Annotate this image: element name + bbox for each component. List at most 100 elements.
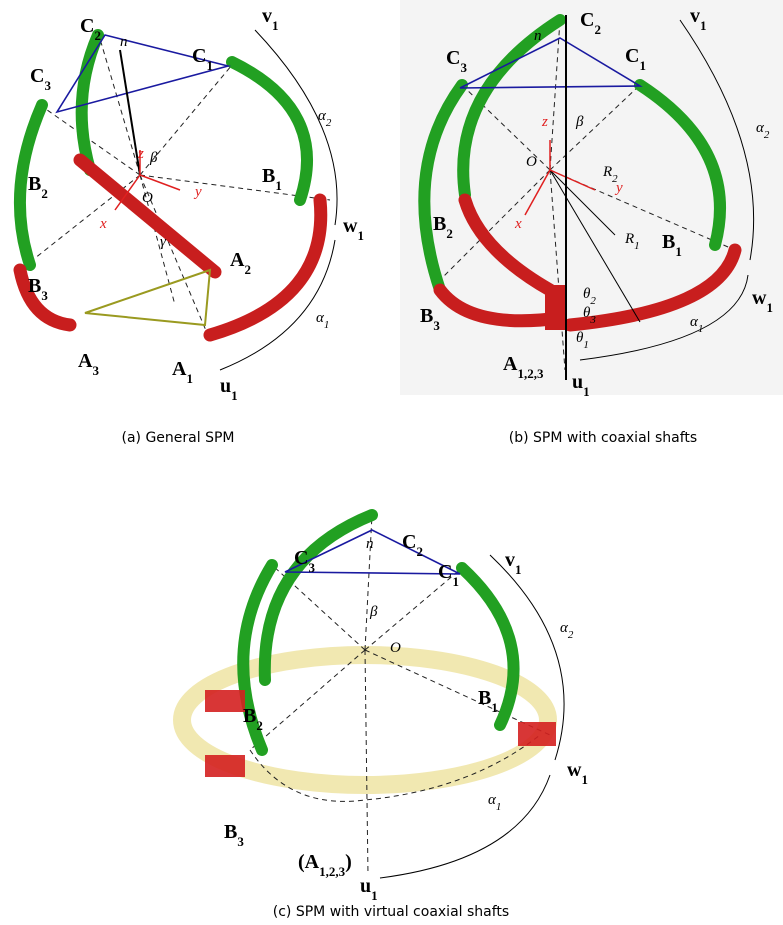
- point-label: γ: [160, 234, 167, 250]
- label-part: 3: [237, 834, 244, 849]
- label-part: z: [541, 114, 548, 130]
- label-part: 1: [698, 323, 704, 335]
- point-label: C1: [625, 45, 646, 73]
- point-label: α1: [488, 792, 501, 813]
- label-part: θ: [576, 330, 584, 346]
- label-part: B: [262, 165, 275, 187]
- label-part: C: [625, 45, 639, 67]
- label-part: O: [390, 640, 401, 656]
- label-part: u: [360, 875, 371, 897]
- point-label: B1: [478, 687, 498, 715]
- point-label: C3: [446, 47, 467, 75]
- panel-a-drawing: [13, 29, 338, 371]
- label-part: θ: [583, 286, 591, 302]
- label-part: R: [624, 231, 634, 247]
- label-part: 1: [452, 574, 459, 589]
- point-label: z: [137, 146, 144, 162]
- point-label: β: [149, 150, 158, 166]
- point-label: C3: [30, 65, 51, 93]
- label-part: 3: [433, 318, 440, 333]
- point-label: α1: [316, 310, 329, 331]
- point-label: A3: [78, 350, 99, 378]
- point-label: v1: [262, 5, 279, 33]
- label-part: C: [402, 531, 416, 553]
- label-part: R: [602, 164, 612, 180]
- point-label: v1: [505, 549, 522, 577]
- point-label: C1: [438, 561, 459, 589]
- label-part: O: [526, 154, 537, 170]
- label-part: 1: [766, 300, 773, 315]
- label-part: 2: [244, 262, 251, 277]
- label-part: 1: [496, 801, 502, 813]
- label-part: O: [142, 190, 153, 206]
- label-part: u: [572, 371, 583, 393]
- label-part: 1: [700, 18, 707, 33]
- point-label: θ3: [583, 305, 596, 326]
- label-part: y: [193, 184, 202, 200]
- label-part: 3: [44, 78, 51, 93]
- point-label: u1: [220, 375, 238, 403]
- point-label: β: [575, 114, 584, 130]
- label-part: C: [438, 561, 452, 583]
- label-part: x: [514, 216, 522, 232]
- point-label: w1: [567, 759, 588, 787]
- label-part: 1: [639, 58, 646, 73]
- label-part: 2: [326, 117, 332, 129]
- caption: (c) SPM with virtual coaxial shafts: [273, 904, 509, 920]
- label-part: n: [534, 28, 542, 44]
- label-part: 3: [460, 60, 467, 75]
- label-part: C: [192, 45, 206, 67]
- label-part: β: [369, 604, 378, 620]
- point-label: β: [369, 604, 378, 620]
- label-part: v: [262, 5, 272, 27]
- point-label: O: [526, 154, 537, 170]
- point-label: A1,2,3: [503, 353, 544, 381]
- caption: (a) General SPM: [122, 430, 235, 446]
- label-part: 1: [491, 700, 498, 715]
- label-part: α: [488, 792, 497, 808]
- label-part: 1: [275, 178, 282, 193]
- point-label: A2: [230, 249, 251, 277]
- label-part: v: [690, 5, 700, 27]
- label-part: A: [230, 249, 245, 271]
- point-label: n: [366, 536, 374, 552]
- label-part: 1: [634, 240, 640, 252]
- point-label: C3: [294, 547, 315, 575]
- point-label: C2: [80, 15, 101, 43]
- label-part: 1: [581, 772, 588, 787]
- point-label: α2: [318, 108, 332, 129]
- point-label: B3: [224, 821, 244, 849]
- point-label: C1: [192, 45, 213, 73]
- label-part: C: [294, 547, 308, 569]
- point-label: B3: [420, 305, 440, 333]
- label-part: 1: [371, 888, 378, 903]
- panel-b-drawing: [400, 0, 783, 395]
- label-part: β: [149, 150, 158, 166]
- label-part: 1: [583, 384, 590, 399]
- label-part: B: [224, 821, 237, 843]
- point-label: B1: [662, 231, 682, 259]
- label-part: 2: [94, 28, 101, 43]
- point-label: x: [514, 216, 522, 232]
- label-part: β: [575, 114, 584, 130]
- label-part: 1: [515, 562, 522, 577]
- point-label: R2: [602, 164, 618, 185]
- label-part: n: [366, 536, 374, 552]
- point-label: B2: [433, 213, 453, 241]
- label-part: 2: [416, 544, 423, 559]
- label-part: α: [318, 108, 327, 124]
- label-part: 1: [231, 388, 238, 403]
- label-part: n: [120, 34, 128, 50]
- label-part: B: [28, 173, 41, 195]
- point-label: u1: [572, 371, 590, 399]
- point-label: x: [99, 216, 107, 232]
- label-part: A: [78, 350, 93, 372]
- point-label: w1: [752, 287, 773, 315]
- label-part: 1: [583, 339, 589, 351]
- point-label: A1: [172, 358, 193, 386]
- label-part: α: [316, 310, 325, 326]
- label-part: C: [580, 9, 594, 31]
- label-part: 1: [675, 244, 682, 259]
